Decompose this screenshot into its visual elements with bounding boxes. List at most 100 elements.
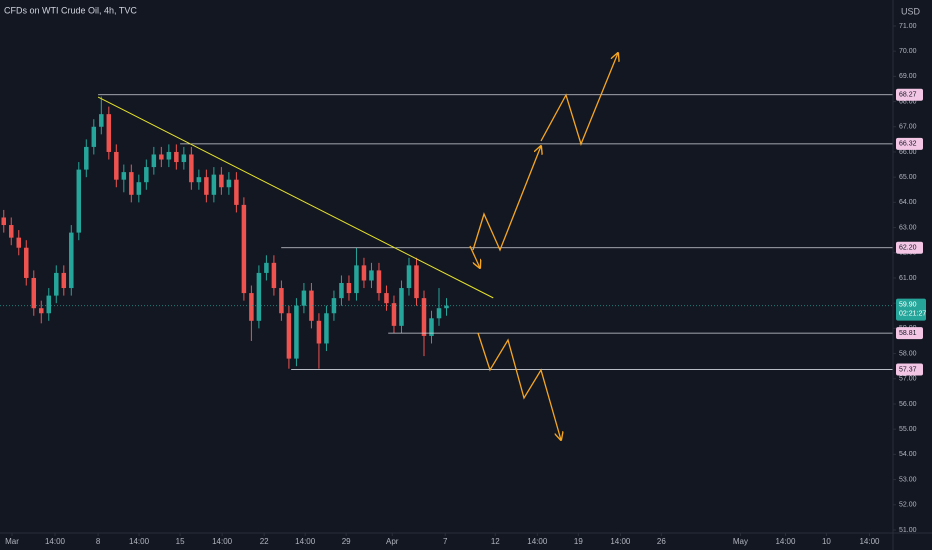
y-tick-label: 64.00	[899, 199, 917, 206]
candle-body	[106, 114, 112, 152]
y-tick-label: 51.00	[899, 527, 917, 534]
y-tick-label: 68.00	[899, 98, 917, 105]
candle-body	[256, 272, 262, 321]
price-label-bg	[896, 298, 926, 321]
candle-body	[174, 151, 179, 163]
candle-body	[211, 174, 217, 195]
y-tick-label: 57.00	[899, 376, 917, 383]
candle-body	[99, 114, 104, 127]
candle-body	[54, 272, 59, 296]
candle-body	[114, 151, 119, 180]
level-label-bg	[896, 137, 923, 150]
candle-body	[376, 270, 382, 294]
level-label-bg	[896, 241, 923, 254]
y-tick-label: 56.00	[899, 401, 917, 408]
y-tick-label: 53.00	[899, 476, 917, 483]
projection-arrows	[469, 53, 618, 440]
x-tick-label: 19	[574, 537, 583, 546]
candle-body	[279, 288, 284, 314]
y-tick-label: 63.00	[899, 224, 917, 231]
y-tick-label: 54.00	[899, 451, 917, 458]
arrow	[469, 245, 480, 268]
x-tick-label: 14:00	[212, 537, 233, 546]
level-label: 58.81	[899, 330, 917, 337]
x-tick-label: 26	[657, 537, 666, 546]
level-label: 68.27	[899, 92, 917, 99]
y-tick-label: 66.00	[899, 149, 917, 156]
x-tick-label: 8	[96, 537, 101, 546]
candle-body	[91, 126, 97, 147]
chart-title: CFDs on WTI Crude Oil, 4h, TVC	[4, 5, 137, 15]
candle-body	[391, 303, 397, 326]
candle-body	[76, 169, 82, 233]
candle-body	[294, 305, 299, 359]
price-label: 59.90	[899, 302, 917, 309]
candle-body	[346, 283, 352, 294]
candle-body	[61, 272, 67, 289]
level-label: 66.32	[899, 141, 917, 148]
candle-body	[46, 295, 52, 314]
x-tick-label: 14:00	[295, 537, 316, 546]
y-tick-label: 65.00	[899, 174, 917, 181]
candle-body	[309, 290, 314, 321]
candle-body	[286, 313, 292, 359]
candle-body	[204, 177, 209, 195]
x-tick-label: 14:00	[610, 537, 631, 546]
y-tick-label: 71.00	[899, 23, 917, 30]
candle-body	[271, 262, 277, 289]
candle-body	[196, 177, 202, 183]
candle-body	[361, 265, 367, 281]
candle-body	[129, 172, 134, 195]
candle-body	[444, 305, 449, 309]
y-tick-label: 69.00	[899, 73, 917, 80]
x-tick-label: May	[733, 537, 748, 546]
candle-body	[399, 288, 404, 326]
plot-area	[0, 94, 893, 370]
candle-body	[189, 154, 194, 183]
candle-body	[166, 151, 172, 160]
x-tick-label: 15	[176, 537, 185, 546]
x-tick-label: 10	[822, 537, 831, 546]
x-tick-label: 14:00	[775, 537, 796, 546]
level-label-bg	[896, 363, 923, 376]
candle-body	[249, 293, 254, 321]
level-label: 57.37	[899, 366, 917, 373]
candle-body	[301, 290, 307, 306]
y-tick-label: 61.00	[899, 275, 917, 282]
level-label: 62.20	[899, 245, 917, 252]
y-tick-label: 67.00	[899, 124, 917, 131]
arrow	[540, 53, 618, 146]
y-tick-label: 52.00	[899, 502, 917, 509]
candle-body	[369, 270, 374, 281]
candle-body	[429, 318, 434, 336]
x-tick-label: Mar	[5, 537, 19, 546]
candle-body	[324, 313, 329, 344]
candle-body	[144, 167, 149, 183]
candle-body	[159, 154, 164, 160]
x-tick-label: 14:00	[859, 537, 880, 546]
candle-body	[121, 172, 127, 180]
candle-body	[421, 298, 427, 336]
candle-body	[436, 308, 442, 319]
candle-body	[219, 174, 224, 188]
trendline	[97, 96, 494, 299]
currency: USD	[901, 6, 921, 16]
x-tick-label: 7	[443, 537, 448, 546]
candle-body	[39, 308, 44, 314]
x-tick-label: 14:00	[527, 537, 548, 546]
candle-body	[136, 182, 142, 195]
candle-body	[69, 232, 74, 289]
candle-body	[354, 265, 359, 294]
x-tick-label: 29	[342, 537, 351, 546]
candle-body	[264, 262, 269, 273]
y-tick-label: 55.00	[899, 426, 917, 433]
candle-body	[414, 265, 419, 299]
candle-body	[181, 154, 187, 163]
level-label-bg	[896, 88, 923, 101]
candle-body	[1, 217, 7, 226]
candle-body	[316, 320, 322, 344]
candle-body	[9, 225, 14, 238]
x-tick-label: 14:00	[45, 537, 66, 546]
